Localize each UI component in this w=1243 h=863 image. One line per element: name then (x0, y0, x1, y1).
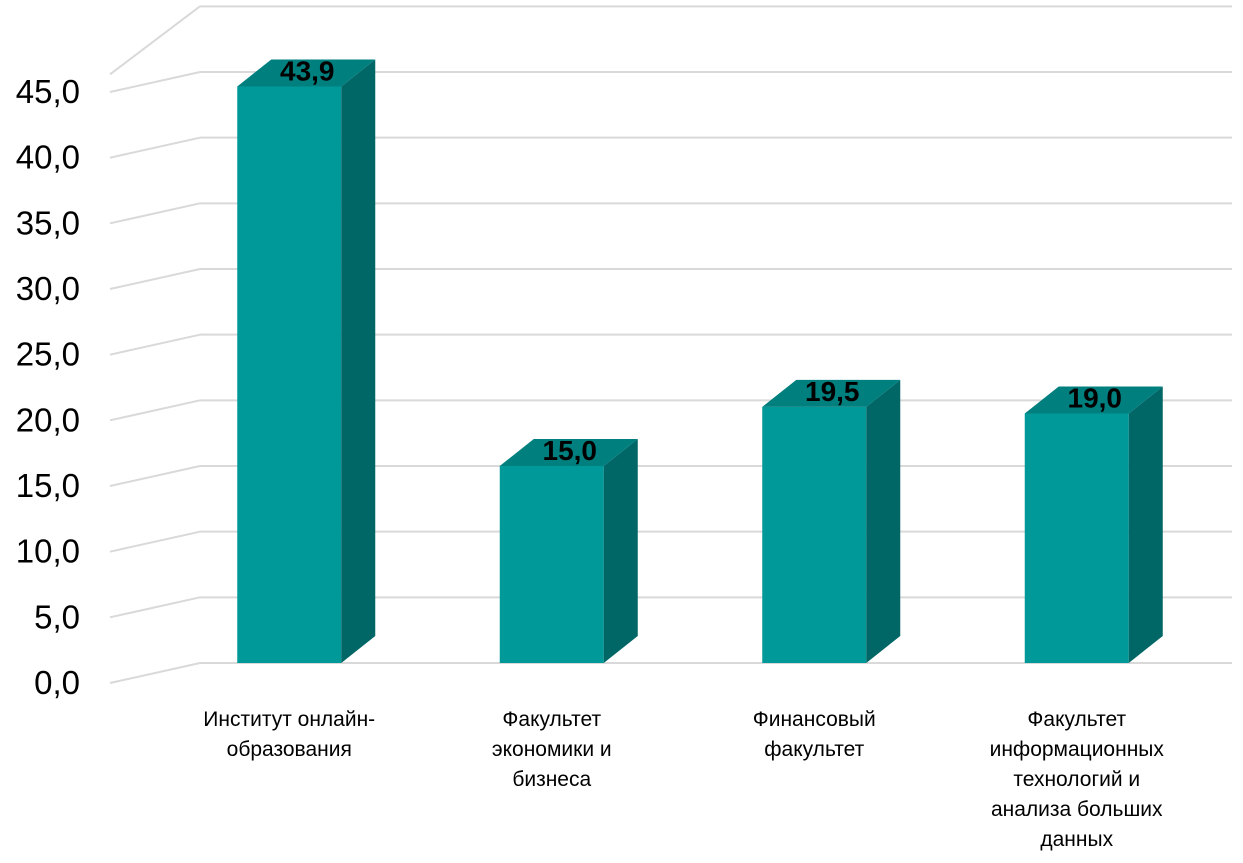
y-tick-label: 25,0 (16, 336, 80, 373)
gridline-depth (109, 465, 201, 487)
gridline-depth (109, 136, 201, 159)
y-tick-label: 5,0 (34, 598, 80, 635)
gridline-depth (109, 399, 201, 422)
gridline-depth (109, 71, 201, 93)
data-label: 19,5 (805, 376, 860, 407)
y-tick-label: 40,0 (16, 139, 80, 176)
gridline-depth (109, 333, 201, 356)
y-tick-label: 45,0 (16, 73, 80, 110)
y-tick-label: 20,0 (16, 401, 80, 438)
bar (499, 466, 604, 663)
bar (1024, 413, 1129, 663)
y-tick-label: 0,0 (34, 664, 80, 701)
data-label: 15,0 (543, 435, 598, 466)
data-label: 43,9 (280, 55, 335, 86)
gridline-depth (109, 596, 201, 619)
bar (237, 86, 342, 664)
data-label: 19,0 (1068, 382, 1123, 413)
bar (762, 406, 867, 663)
x-category-label: Факультет экономики и бизнеса (492, 708, 612, 791)
gridline-depth (109, 5, 201, 76)
y-tick-label: 10,0 (16, 533, 80, 570)
bar-side (866, 379, 901, 663)
y-tick-label: 15,0 (16, 467, 80, 504)
gridline-depth (109, 662, 201, 684)
bar-top (762, 379, 901, 407)
bar-top (237, 59, 376, 87)
gridline-depth (109, 202, 201, 225)
bar-side (1128, 386, 1163, 663)
bar-side (603, 439, 638, 663)
x-category-label: Факультет информационных технологий и анали… (990, 708, 1165, 851)
x-category-label: Институт онлайн-образования (203, 708, 375, 761)
gridline-depth (109, 268, 201, 290)
y-tick-label: 35,0 (16, 204, 80, 241)
y-tick-label: 30,0 (16, 270, 80, 307)
bar-top (1024, 386, 1163, 414)
bar-side (341, 59, 376, 664)
x-category-label: Финансовый факультет (753, 708, 876, 761)
bar-top (499, 439, 638, 466)
gridline-depth (109, 530, 201, 553)
